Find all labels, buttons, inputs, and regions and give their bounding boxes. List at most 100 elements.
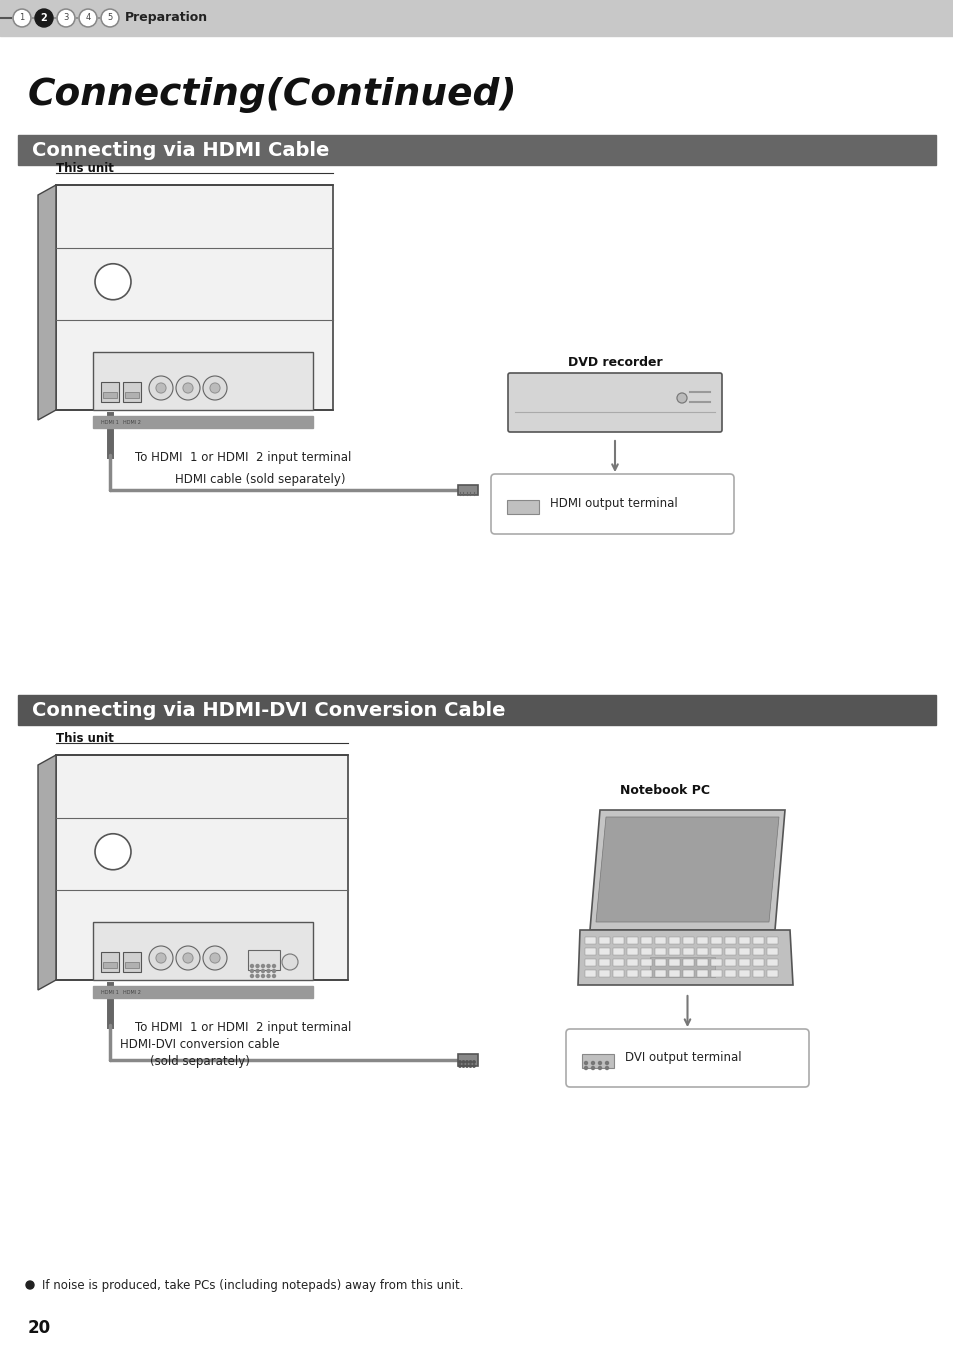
Text: This unit: This unit <box>56 162 113 176</box>
Bar <box>724 948 735 954</box>
Bar <box>125 392 139 398</box>
Circle shape <box>183 953 193 963</box>
Circle shape <box>203 946 227 971</box>
Bar <box>640 937 651 944</box>
Bar <box>457 485 477 495</box>
Bar <box>697 971 707 977</box>
Bar <box>710 958 721 967</box>
Bar <box>640 971 651 977</box>
Bar <box>724 958 735 967</box>
Bar <box>0 0 953 36</box>
Bar <box>655 958 665 967</box>
Circle shape <box>462 1061 464 1064</box>
Bar <box>101 382 119 402</box>
Text: Preparation: Preparation <box>125 12 208 24</box>
Bar <box>682 937 693 944</box>
Circle shape <box>261 975 264 977</box>
Circle shape <box>203 377 227 400</box>
Bar <box>598 948 609 954</box>
Bar <box>626 971 638 977</box>
Polygon shape <box>38 755 56 990</box>
Bar <box>18 695 935 725</box>
Circle shape <box>267 964 270 968</box>
Bar <box>584 971 596 977</box>
Bar <box>506 500 538 514</box>
Text: HDMI output terminal: HDMI output terminal <box>550 498 677 510</box>
Bar <box>724 937 735 944</box>
Circle shape <box>605 1061 608 1065</box>
Bar <box>752 937 763 944</box>
Bar <box>584 958 596 967</box>
Circle shape <box>175 377 200 400</box>
Circle shape <box>473 1065 475 1068</box>
Bar <box>103 963 117 968</box>
Bar <box>613 958 623 967</box>
Circle shape <box>35 9 53 27</box>
Circle shape <box>183 383 193 393</box>
Bar <box>18 135 935 165</box>
Bar <box>752 958 763 967</box>
Bar <box>697 958 707 967</box>
Bar <box>584 948 596 954</box>
Bar <box>668 958 679 967</box>
Bar <box>640 948 651 954</box>
Circle shape <box>261 964 264 968</box>
Circle shape <box>462 1065 464 1068</box>
FancyBboxPatch shape <box>507 373 721 432</box>
Bar <box>584 937 596 944</box>
Bar <box>598 958 609 967</box>
Polygon shape <box>578 930 792 986</box>
Circle shape <box>13 9 30 27</box>
Circle shape <box>95 834 131 869</box>
Bar <box>668 948 679 954</box>
Bar <box>739 971 749 977</box>
Bar <box>103 392 117 398</box>
Circle shape <box>156 953 166 963</box>
Circle shape <box>282 954 297 971</box>
Bar <box>598 937 609 944</box>
Circle shape <box>273 964 275 968</box>
Text: 2: 2 <box>41 14 48 23</box>
Circle shape <box>584 1061 587 1065</box>
Bar <box>649 957 714 977</box>
Text: HDMI cable (sold separately): HDMI cable (sold separately) <box>174 474 345 486</box>
Text: Connecting(Continued): Connecting(Continued) <box>28 77 517 113</box>
Bar <box>613 948 623 954</box>
Text: HDMI 2: HDMI 2 <box>123 420 141 424</box>
Circle shape <box>591 1061 594 1065</box>
Bar <box>123 382 141 402</box>
Circle shape <box>26 1281 34 1289</box>
Circle shape <box>251 964 253 968</box>
Polygon shape <box>589 810 784 930</box>
Circle shape <box>273 969 275 972</box>
Text: If noise is produced, take PCs (including notepads) away from this unit.: If noise is produced, take PCs (includin… <box>42 1278 463 1292</box>
Bar <box>92 922 313 980</box>
Text: To HDMI  1 or HDMI  2 input terminal: To HDMI 1 or HDMI 2 input terminal <box>135 1022 351 1034</box>
Bar <box>626 948 638 954</box>
Text: Connecting via HDMI-DVI Conversion Cable: Connecting via HDMI-DVI Conversion Cable <box>32 701 505 720</box>
Circle shape <box>261 969 264 972</box>
Bar <box>655 937 665 944</box>
Circle shape <box>605 1066 608 1069</box>
Circle shape <box>175 946 200 971</box>
Circle shape <box>465 1065 468 1068</box>
Text: HDMI-DVI conversion cable: HDMI-DVI conversion cable <box>120 1038 279 1052</box>
Bar <box>125 963 139 968</box>
Circle shape <box>598 1066 601 1069</box>
Bar <box>710 971 721 977</box>
Circle shape <box>57 9 75 27</box>
Bar <box>626 937 638 944</box>
Bar <box>92 416 313 428</box>
Text: 20: 20 <box>28 1319 51 1336</box>
Bar <box>56 185 333 410</box>
Bar <box>682 948 693 954</box>
Circle shape <box>251 969 253 972</box>
Bar <box>457 1054 477 1067</box>
Bar <box>92 352 313 410</box>
Circle shape <box>149 377 172 400</box>
Bar <box>626 958 638 967</box>
FancyBboxPatch shape <box>491 474 733 535</box>
Bar <box>724 971 735 977</box>
Circle shape <box>473 1061 475 1064</box>
Circle shape <box>255 964 258 968</box>
